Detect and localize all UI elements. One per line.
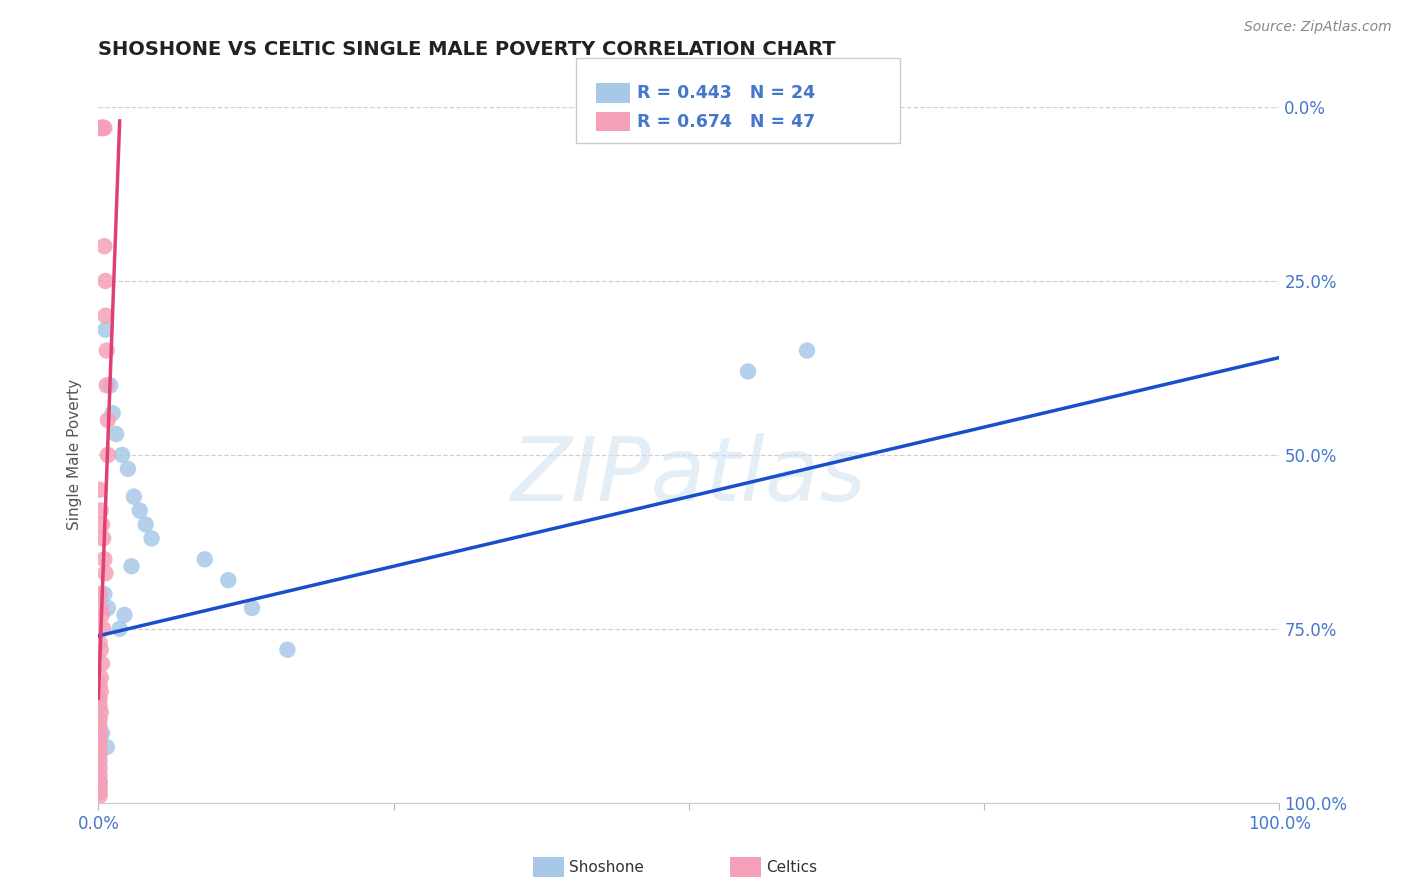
Point: [89, 775, 111, 789]
Text: R = 0.443   N = 24: R = 0.443 N = 24: [637, 84, 815, 102]
Y-axis label: Single Male Poverty: Single Male Poverty: [67, 379, 83, 531]
Point: [89, 719, 111, 733]
Point: [91, 532, 114, 546]
Point: [91, 120, 114, 135]
Point: [141, 532, 163, 546]
Point: [91, 726, 114, 740]
Point: [97, 448, 120, 462]
Point: [89, 781, 111, 796]
Point: [122, 490, 145, 504]
Point: [89, 754, 111, 768]
Point: [93, 120, 115, 135]
Point: [105, 427, 128, 442]
Point: [89, 768, 111, 782]
Point: [89, 785, 111, 799]
Point: [91, 120, 114, 135]
Point: [89, 761, 111, 775]
Point: [91, 622, 114, 636]
Point: [737, 364, 759, 378]
Point: [90, 120, 112, 135]
Point: [108, 622, 131, 636]
Point: [93, 239, 115, 253]
Point: [111, 448, 134, 462]
Point: [91, 120, 114, 135]
Point: [112, 607, 135, 622]
Point: [93, 552, 115, 566]
Point: [94, 274, 117, 288]
Point: [217, 573, 239, 587]
Point: [276, 642, 298, 657]
Point: [96, 740, 118, 755]
Point: [89, 587, 111, 601]
Text: Source: ZipAtlas.com: Source: ZipAtlas.com: [1244, 20, 1392, 34]
Point: [89, 789, 111, 803]
Point: [121, 559, 143, 574]
Point: [94, 309, 117, 323]
Point: [98, 378, 121, 392]
Text: R = 0.674   N = 47: R = 0.674 N = 47: [637, 112, 815, 130]
Point: [93, 587, 115, 601]
Text: SHOSHONE VS CELTIC SINGLE MALE POVERTY CORRELATION CHART: SHOSHONE VS CELTIC SINGLE MALE POVERTY C…: [98, 40, 837, 59]
Point: [117, 462, 139, 476]
Point: [91, 607, 114, 622]
Point: [89, 747, 111, 761]
Point: [89, 483, 111, 497]
Point: [97, 413, 120, 427]
Point: [90, 601, 112, 615]
Point: [94, 566, 117, 581]
Point: [91, 517, 114, 532]
Point: [89, 698, 111, 713]
Point: [96, 343, 118, 358]
Point: [89, 691, 111, 706]
Point: [89, 775, 111, 789]
Point: [90, 671, 112, 685]
Point: [90, 684, 112, 698]
Point: [89, 740, 111, 755]
Point: [89, 677, 111, 691]
Point: [96, 378, 118, 392]
Point: [90, 642, 112, 657]
Point: [97, 601, 120, 615]
Point: [89, 120, 111, 135]
Text: ZIPatlas: ZIPatlas: [512, 433, 866, 519]
Text: Celtics: Celtics: [766, 860, 817, 874]
Point: [91, 657, 114, 671]
Point: [90, 503, 112, 517]
Point: [89, 733, 111, 747]
Point: [91, 120, 114, 135]
Point: [89, 712, 111, 726]
Point: [194, 552, 217, 566]
Point: [89, 636, 111, 650]
Point: [128, 503, 150, 517]
Point: [796, 343, 818, 358]
Point: [94, 323, 117, 337]
Point: [89, 778, 111, 792]
Point: [101, 406, 124, 420]
Point: [135, 517, 157, 532]
Point: [90, 706, 112, 720]
Point: [89, 726, 111, 740]
Point: [240, 601, 263, 615]
Text: Shoshone: Shoshone: [569, 860, 644, 874]
